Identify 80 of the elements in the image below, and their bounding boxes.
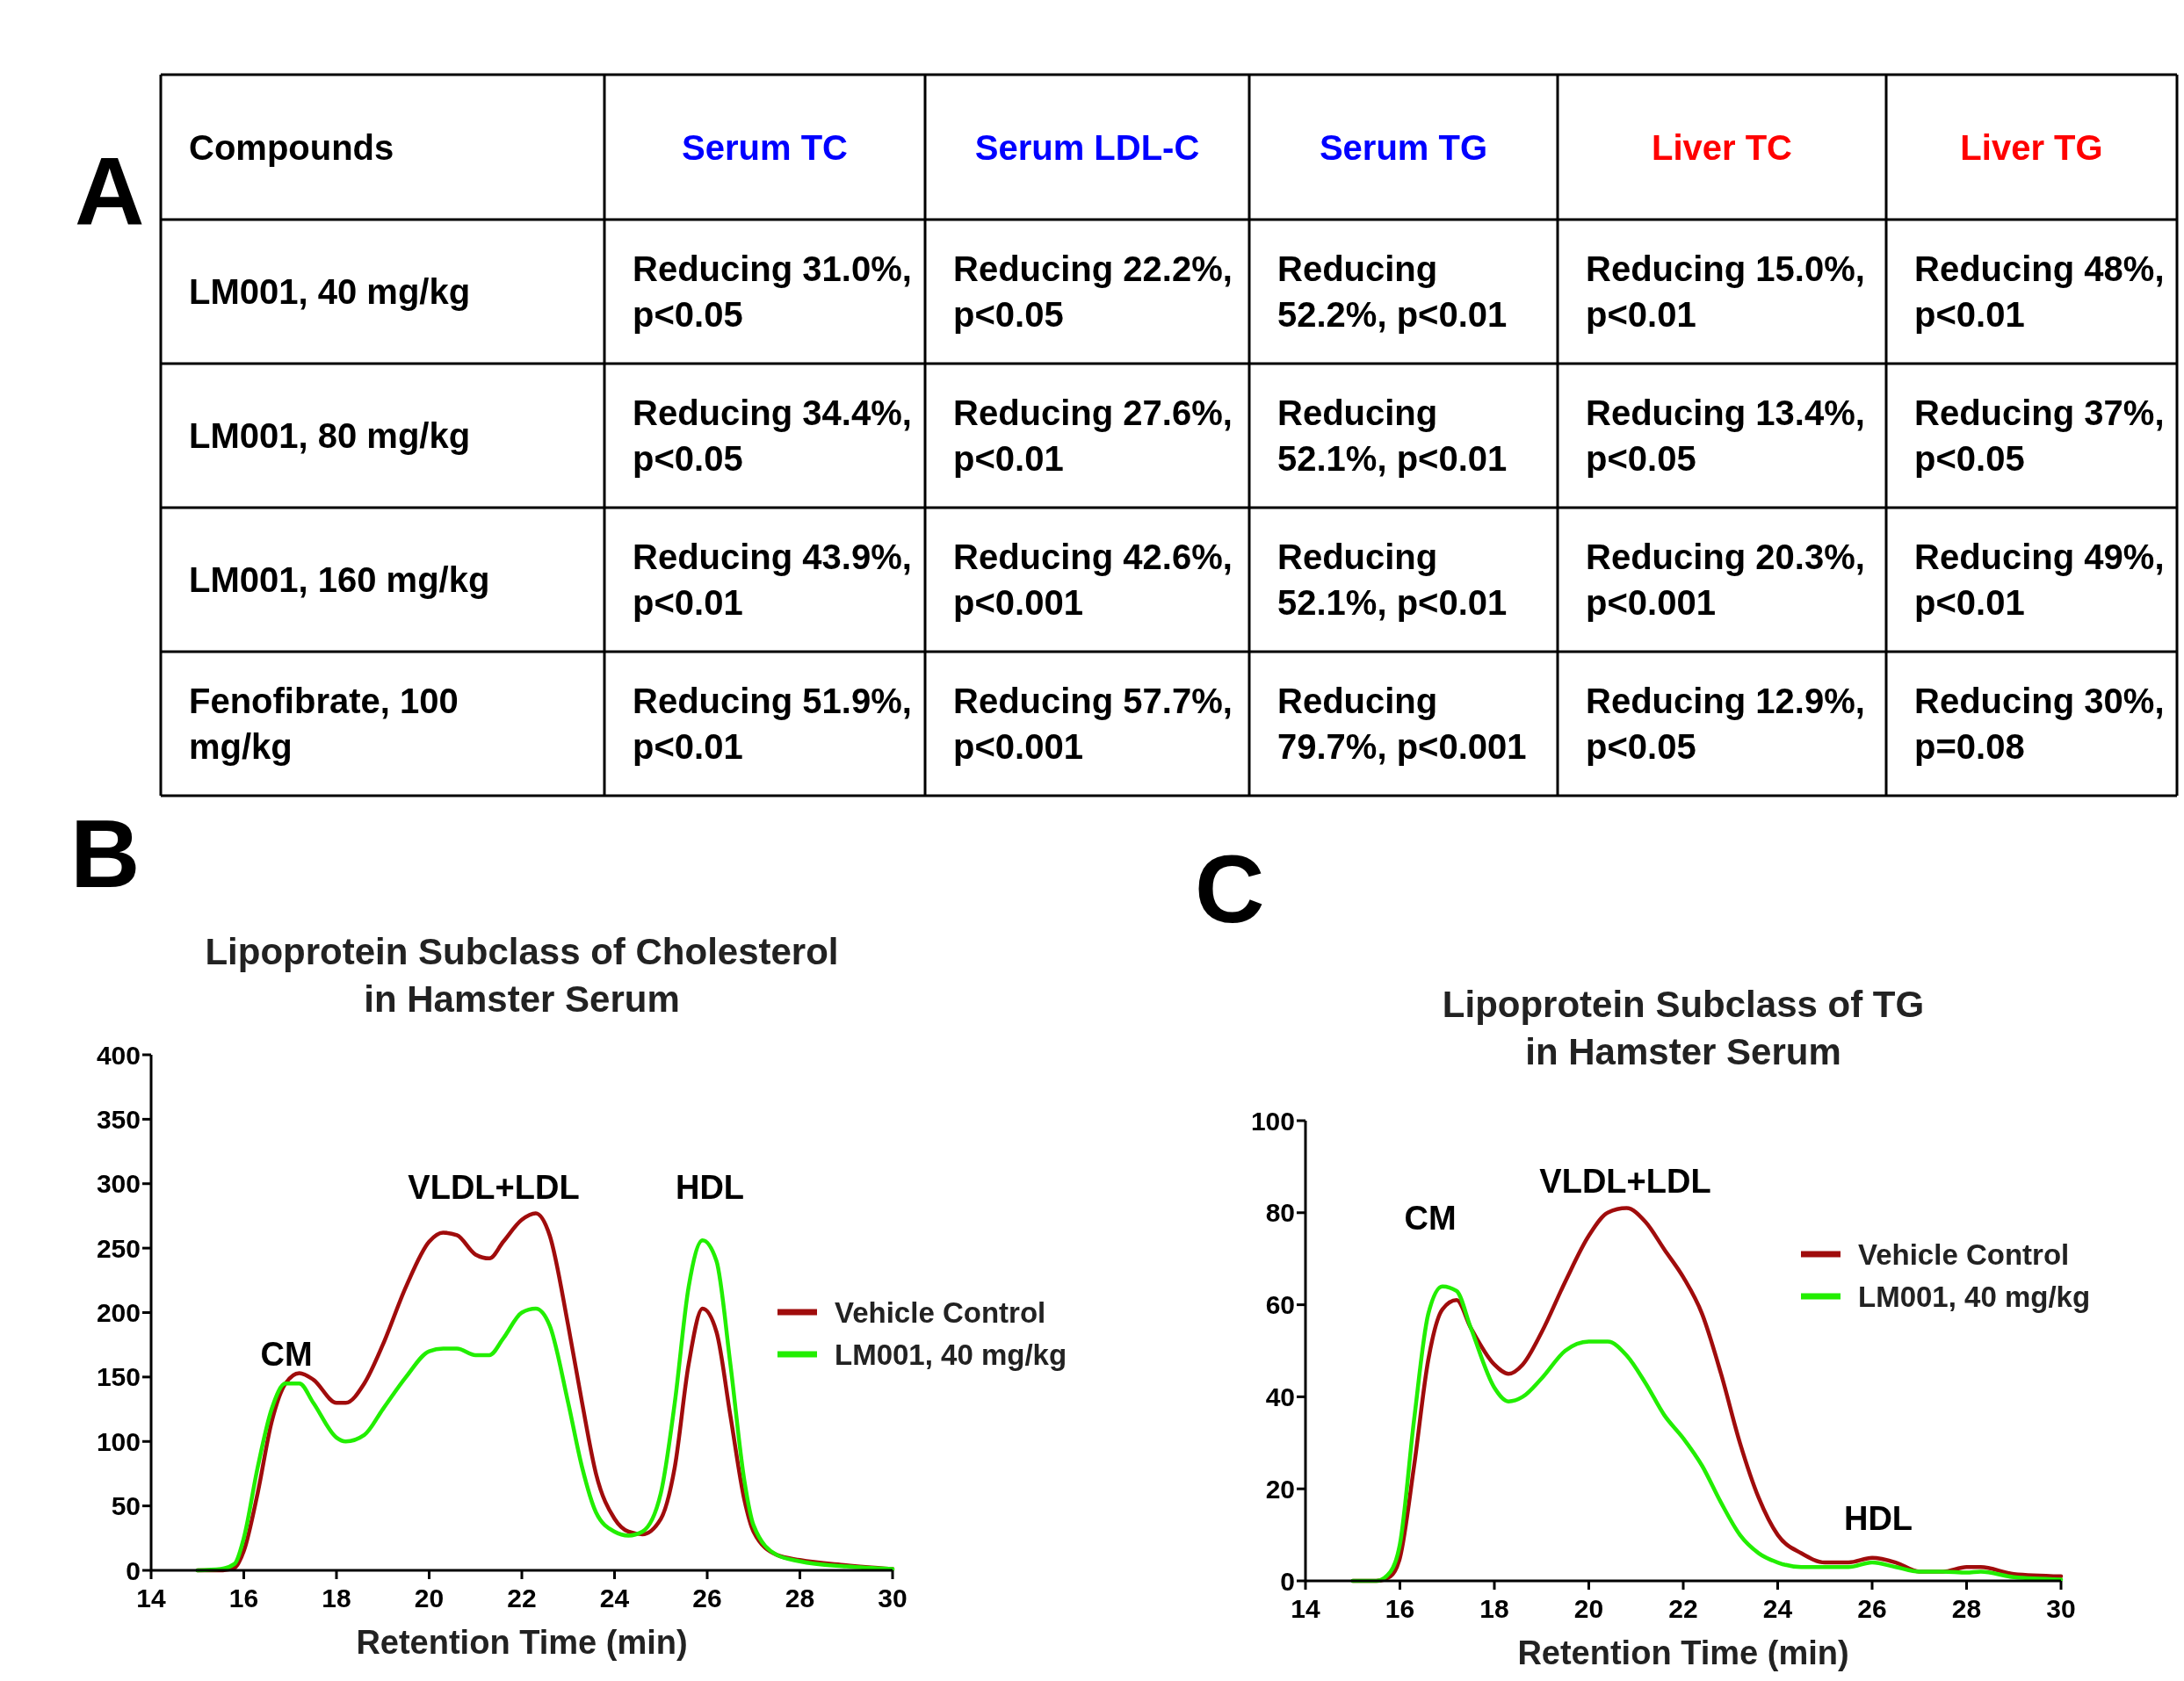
x-axis-title: Retention Time (min) (1517, 1634, 1849, 1671)
text: Reducing 79.7%, p<0.001 (1277, 682, 1527, 766)
text: Reducing 37%, p<0.05 (1914, 393, 2165, 478)
legend-label: Vehicle Control (835, 1295, 1046, 1329)
chart-title: Lipoprotein Subclass of Cholesterol in Hamster Serum (205, 931, 839, 1020)
category-label: Serum TG (1319, 127, 1488, 167)
y-tick-label: 350 (96, 1104, 141, 1134)
category-label: Compounds (189, 127, 394, 167)
y-tick-label: 100 (1250, 1106, 1295, 1136)
annotation: VLDL+LDL (1539, 1163, 1711, 1200)
x-tick-label: 30 (878, 1584, 908, 1612)
y-tick-label: 250 (96, 1233, 141, 1263)
x-tick-label: 16 (1385, 1594, 1415, 1623)
legend-label: LM001, 40 mg/kg (835, 1338, 1067, 1371)
x-tick-label: 28 (785, 1584, 815, 1612)
x-tick-label: 16 (228, 1584, 259, 1612)
annotation: HDL (1843, 1500, 1913, 1537)
chart-title: Lipoprotein Subclass of TG in Hamster Serum (1442, 984, 1925, 1072)
x-tick-label: 18 (1479, 1594, 1509, 1623)
x-tick-label: 18 (322, 1584, 351, 1612)
text: Reducing 43.9%, p<0.01 (633, 537, 912, 622)
text: Reducing 42.6%, p<0.001 (953, 537, 1233, 622)
y-tick-label: 50 (111, 1491, 141, 1521)
x-tick-label: 24 (1762, 1594, 1793, 1623)
text: Reducing 22.2%, p<0.05 (953, 249, 1233, 334)
text: B (70, 799, 141, 907)
y-tick-label: 400 (96, 1040, 141, 1070)
x-tick-label: 14 (136, 1584, 166, 1612)
x-tick-label: 28 (1951, 1594, 1982, 1623)
text: Reducing 13.4%, p<0.05 (1586, 393, 1865, 478)
text: Reducing 52.1%, p<0.01 (1277, 537, 1508, 622)
category-label: LM001, 80 mg/kg (189, 416, 471, 455)
category-label: LM001, 40 mg/kg (189, 272, 471, 311)
x-axis-title: Retention Time (min) (356, 1624, 688, 1661)
annotation: CM (260, 1336, 313, 1373)
y-tick-label: 80 (1265, 1198, 1295, 1228)
y-tick-label: 200 (96, 1298, 141, 1327)
text: Reducing 49%, p<0.01 (1914, 537, 2165, 622)
text: Reducing 20.3%, p<0.001 (1586, 537, 1865, 622)
y-tick-label: 100 (96, 1426, 141, 1456)
y-tick-label: 150 (96, 1362, 141, 1392)
x-tick-label: 24 (599, 1584, 630, 1612)
x-tick-label: 20 (1573, 1594, 1604, 1623)
text: Reducing 12.9%, p<0.05 (1586, 682, 1865, 766)
x-tick-label: 26 (1857, 1594, 1887, 1623)
text: Reducing 52.2%, p<0.01 (1277, 249, 1508, 334)
category-label: Liver TG (1960, 127, 2103, 167)
text: Reducing 51.9%, p<0.01 (633, 682, 912, 766)
annotation: VLDL+LDL (408, 1169, 580, 1206)
text: Reducing 15.0%, p<0.01 (1586, 249, 1865, 334)
x-tick-label: 20 (414, 1584, 445, 1612)
text: Reducing 30%, p=0.08 (1914, 682, 2165, 766)
legend-label: LM001, 40 mg/kg (1858, 1280, 2091, 1313)
text: Reducing 31.0%, p<0.05 (633, 249, 912, 334)
x-tick-label: 30 (2046, 1594, 2076, 1623)
category-label: LM001, 160 mg/kg (189, 560, 490, 599)
y-tick-label: 60 (1265, 1290, 1295, 1320)
category-label: Serum LDL-C (974, 127, 1200, 167)
text: A (75, 136, 145, 244)
text: C (1195, 834, 1265, 942)
legend-label: Vehicle Control (1858, 1237, 2070, 1271)
annotation: HDL (675, 1169, 745, 1206)
category-label: Fenofibrate, 100 mg/kg (189, 682, 459, 766)
y-tick-label: 40 (1265, 1382, 1295, 1411)
x-tick-label: 22 (1668, 1594, 1698, 1623)
y-tick-label: 20 (1265, 1474, 1295, 1504)
text: Reducing 57.7%, p<0.001 (953, 682, 1233, 766)
category-label: Serum TC (682, 127, 848, 167)
text: Reducing 52.1%, p<0.01 (1277, 393, 1508, 478)
y-tick-label: 0 (1280, 1566, 1295, 1596)
text: Reducing 27.6%, p<0.01 (953, 393, 1233, 478)
annotation: CM (1404, 1200, 1457, 1237)
y-tick-label: 300 (96, 1169, 141, 1199)
text: Reducing 34.4%, p<0.05 (633, 393, 912, 478)
x-tick-label: 22 (507, 1584, 537, 1612)
x-tick-label: 14 (1291, 1594, 1320, 1623)
text: Reducing 48%, p<0.01 (1914, 249, 2165, 334)
x-tick-label: 26 (692, 1584, 722, 1612)
y-tick-label: 0 (126, 1555, 141, 1585)
category-label: Liver TC (1651, 127, 1793, 167)
